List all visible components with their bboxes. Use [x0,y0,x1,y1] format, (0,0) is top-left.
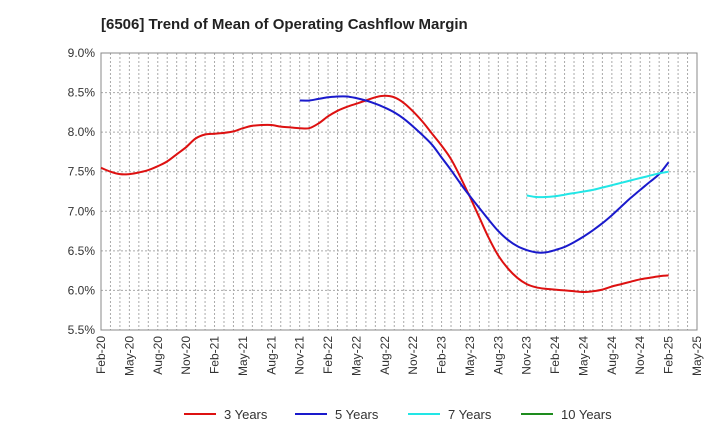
legend-item: 7 Years [408,407,492,422]
series-line-3-years [100,94,669,293]
y-tick-label: 8.0% [68,125,96,139]
x-tick-label: Feb-20 [94,336,108,374]
x-tick-label: Aug-24 [605,336,619,375]
x-tick-label: Aug-22 [378,336,392,375]
y-tick-label: 6.0% [68,283,96,297]
x-tick-label: Nov-21 [293,336,307,375]
x-tick-label: May-25 [690,336,704,376]
x-tick-label: Feb-25 [662,336,676,374]
x-tick-label: May-23 [463,336,477,376]
x-tick-label: Feb-23 [435,336,449,374]
y-tick-label: 6.5% [68,244,96,258]
x-tick-label: May-22 [349,336,363,376]
x-tick-label: Aug-23 [491,336,505,375]
legend: 3 Years 5 Years 7 Years 10 Years [184,407,612,422]
legend-label: 5 Years [335,407,379,422]
x-tick-label: Feb-22 [321,336,335,374]
legend-item: 5 Years [295,407,379,422]
x-tick-label: Aug-21 [264,336,278,375]
x-tick-label: Nov-22 [406,336,420,375]
x-tick-label: May-21 [236,336,250,376]
y-tick-label: 7.0% [68,204,96,218]
series-layer [100,94,670,293]
y-tick-label: 9.0% [68,46,96,60]
series-line-7-years [526,170,669,199]
series-line-5-years [299,95,670,254]
x-tick-label: Nov-24 [633,336,647,375]
legend-label: 10 Years [561,407,612,422]
legend-item: 3 Years [184,407,268,422]
x-tick-label: Aug-20 [151,336,165,375]
legend-label: 7 Years [448,407,492,422]
x-tick-label: Feb-21 [208,336,222,374]
x-axis: Feb-20 May-20 Aug-20 Nov-20 Feb-21 May-21 Aug-… [94,336,704,376]
chart-title: [6506] Trend of Mean of Operating Cashfl… [101,16,468,33]
plot-frame [100,52,698,331]
y-tick-label: 7.5% [68,165,96,179]
x-tick-label: May-24 [576,336,590,376]
y-tick-label: 8.5% [68,86,96,100]
legend-label: 3 Years [224,407,268,422]
y-tick-label: 5.5% [68,323,96,337]
x-tick-label: Nov-20 [179,336,193,375]
legend-item: 10 Years [521,407,612,422]
x-tick-label: May-20 [122,336,136,376]
x-tick-label: Feb-24 [548,336,562,374]
x-tick-label: Nov-23 [520,336,534,375]
y-axis: 9.0% 8.5% 8.0% 7.5% 7.0% 6.5% 6.0% 5.5% [68,46,96,337]
